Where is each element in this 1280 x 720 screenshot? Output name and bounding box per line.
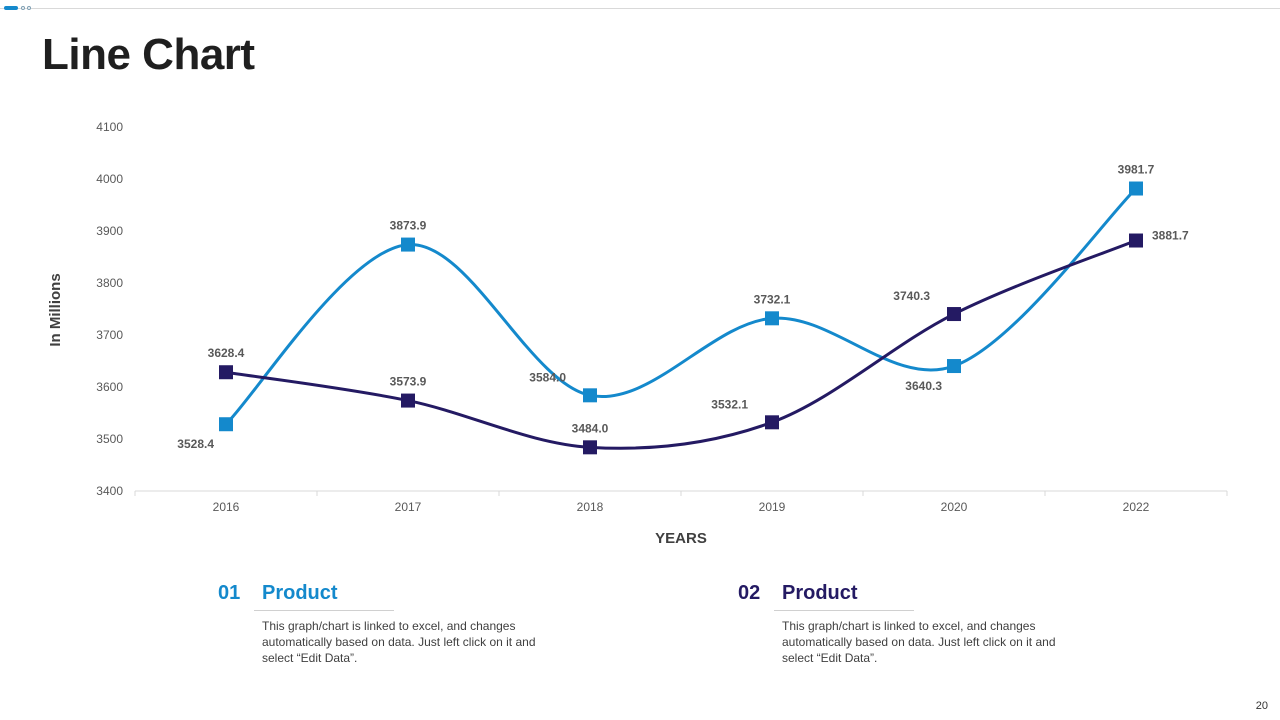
- y-tick-label: 4100: [96, 120, 123, 134]
- data-label: 3573.9: [390, 375, 427, 389]
- data-point: [401, 393, 415, 408]
- data-label: 3873.9: [390, 219, 427, 233]
- x-tick-label: 2016: [213, 500, 240, 514]
- y-tick-label: 3500: [96, 432, 123, 446]
- data-point: [583, 388, 597, 403]
- legend-name: Product: [262, 582, 338, 604]
- data-point: [765, 415, 779, 430]
- line-chart[interactable]: 3400 3500 3600 3700 3800 3900 4000 4100 2016 2017…: [0, 0, 1280, 560]
- legend-description: This graph/chart is linked to excel, and…: [262, 619, 536, 665]
- data-point: [765, 311, 779, 326]
- top-rule: [0, 8, 1280, 9]
- data-point: [219, 417, 233, 432]
- legend-number: 01: [218, 582, 241, 604]
- data-label: 3881.7: [1152, 229, 1189, 243]
- data-label: 3732.1: [754, 292, 791, 306]
- legend-divider: [774, 610, 914, 611]
- data-label: 3528.4: [177, 437, 214, 451]
- data-point: [947, 307, 961, 322]
- data-label: 3981.7: [1118, 163, 1155, 177]
- x-tick-label: 2017: [395, 500, 422, 514]
- y-tick-label: 3400: [96, 484, 123, 498]
- y-tick-label: 4000: [96, 172, 123, 186]
- data-label: 3640.3: [905, 379, 942, 393]
- data-point: [947, 359, 961, 374]
- data-label: 3584.0: [529, 370, 566, 384]
- data-point: [583, 440, 597, 455]
- top-dot: [21, 6, 25, 10]
- page-title: Line Chart: [42, 30, 255, 79]
- series-line-2: [224, 239, 1138, 450]
- data-point: [401, 237, 415, 252]
- page-number: 20: [1255, 700, 1268, 712]
- data-point: [1129, 181, 1143, 196]
- series-line-1: [224, 187, 1138, 426]
- x-tick-label: 2018: [577, 500, 604, 514]
- data-label: 3532.1: [711, 397, 748, 411]
- x-tick-label: 2020: [941, 500, 968, 514]
- x-tick-label: 2022: [1123, 500, 1150, 514]
- x-axis-title: YEARS: [655, 530, 707, 547]
- x-tick-label: 2019: [759, 500, 786, 514]
- data-point: [1129, 233, 1143, 248]
- legend-name: Product: [782, 582, 858, 604]
- top-accent-bar: [4, 6, 18, 10]
- legend-description: This graph/chart is linked to excel, and…: [782, 619, 1056, 665]
- data-label: 3740.3: [893, 289, 930, 303]
- top-dot: [27, 6, 31, 10]
- y-tick-label: 3700: [96, 328, 123, 342]
- y-tick-label: 3900: [96, 224, 123, 238]
- legend-number: 02: [738, 582, 761, 604]
- data-label: 3628.4: [208, 346, 245, 360]
- y-tick-label: 3600: [96, 380, 123, 394]
- y-tick-label: 3800: [96, 276, 123, 290]
- data-label: 3484.0: [572, 421, 609, 435]
- legend-divider: [254, 610, 394, 611]
- y-axis-title: In Millions: [47, 273, 64, 346]
- data-point: [219, 365, 233, 380]
